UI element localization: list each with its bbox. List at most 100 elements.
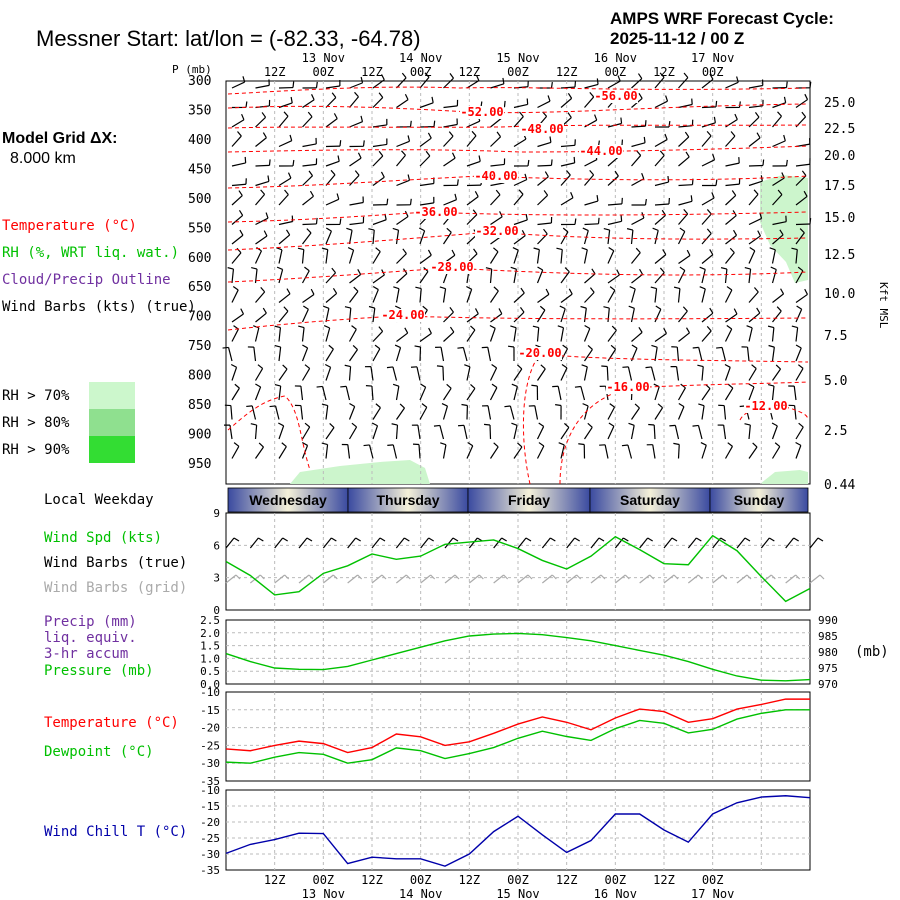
wind-barb <box>325 288 338 303</box>
wind-barb <box>301 305 309 323</box>
legend-local-weekday: Local Weekday <box>44 492 154 508</box>
wind-barb <box>231 229 244 245</box>
wind-barb <box>725 247 735 264</box>
wind-barb <box>443 326 455 342</box>
legend-precip-accum: 3-hr accum <box>44 646 128 662</box>
pressure-tick: 400 <box>188 133 211 148</box>
wind-barb <box>607 247 615 264</box>
wind-barb <box>490 77 505 89</box>
wind-barb <box>372 138 388 148</box>
height-tick: 2.5 <box>824 424 847 439</box>
wind-barb <box>418 227 426 245</box>
y-tick-label: 3 <box>213 572 220 585</box>
y-tick-label: -15 <box>200 704 220 717</box>
wind-barb <box>255 175 270 187</box>
y-tick-label: -15 <box>200 800 220 813</box>
pressure-tick: 750 <box>188 339 211 354</box>
height-tick: 25.0 <box>824 96 855 111</box>
y-tick-label: -25 <box>200 832 220 845</box>
wind-barb <box>250 423 258 440</box>
wind-barb <box>725 210 737 225</box>
wind-barb <box>443 118 458 128</box>
wind-barb <box>464 364 471 381</box>
wind-barb <box>340 385 351 401</box>
wind-barb <box>325 140 342 148</box>
contour-label: -16.00 <box>606 380 649 394</box>
wind-barb <box>325 113 338 128</box>
y-tick-label: 0.5 <box>200 665 220 678</box>
wind-barb <box>560 156 576 167</box>
wind-barb <box>278 215 294 226</box>
wind-barb <box>692 424 703 440</box>
wind-barb <box>231 442 240 459</box>
contour-label: -52.00 <box>460 105 503 119</box>
wind-barb <box>607 344 617 362</box>
wind-barb <box>466 74 480 89</box>
wind-barb <box>772 81 788 89</box>
wind-barb <box>701 192 715 206</box>
height-tick: 5.0 <box>824 374 847 389</box>
wind-barb <box>678 327 691 342</box>
wind-barb <box>461 403 468 420</box>
series-line-pressure-mb- <box>225 632 811 682</box>
wind-barb <box>528 405 539 420</box>
y2-tick-label: 975 <box>818 662 838 675</box>
y-tick-label: -20 <box>200 816 220 829</box>
wind-barb <box>701 130 712 147</box>
date-tick-label: 16 Nov <box>594 887 637 900</box>
wind-barb <box>443 152 456 167</box>
wind-barb <box>541 537 556 549</box>
wind-barb <box>325 218 342 226</box>
series-line-wind-chill-t-c- <box>225 795 811 867</box>
wind-barb <box>654 120 671 128</box>
wind-barb <box>504 405 515 420</box>
wind-barb <box>701 326 712 342</box>
pressure-axis-title: P (mb) <box>172 63 212 76</box>
weekday-cell <box>589 487 711 513</box>
wind-barb <box>772 189 783 206</box>
wind-barb <box>772 288 785 303</box>
wind-barb <box>560 81 577 89</box>
wind-barb <box>443 99 459 109</box>
wind-barb <box>746 325 753 342</box>
wind-barb <box>255 132 267 147</box>
wind-barb <box>725 101 741 109</box>
wind-barb <box>607 197 623 206</box>
time-tick-label: 00Z <box>507 873 529 887</box>
wind-barb <box>302 170 314 186</box>
wind-barb <box>772 229 784 245</box>
wind-barb <box>748 189 759 206</box>
wind-barb <box>443 179 459 187</box>
wind-barb <box>372 150 384 167</box>
wind-barb <box>513 98 529 109</box>
wind-barb <box>677 266 686 284</box>
wind-barb <box>278 172 292 187</box>
wind-barb <box>581 364 588 381</box>
height-tick: 15.0 <box>824 211 855 226</box>
legend-wind-speed: Wind Spd (kts) <box>44 530 162 546</box>
wind-barb <box>255 286 266 303</box>
wind-barb <box>419 150 431 167</box>
time-tick-label: 00Z <box>410 873 432 887</box>
wind-barb <box>654 150 665 167</box>
wind-barb <box>396 198 412 206</box>
y-tick-label: -30 <box>200 757 220 770</box>
wind-barb <box>537 190 549 206</box>
wind-barb <box>795 93 809 108</box>
y-tick-label: -35 <box>200 864 220 877</box>
wind-barb <box>513 364 523 381</box>
wind-barb <box>631 326 643 342</box>
wind-barb <box>349 91 359 108</box>
wind-barb <box>227 267 235 284</box>
wind-barb <box>231 113 245 128</box>
wind-barb <box>648 423 656 440</box>
wind-barb <box>396 93 409 108</box>
wind-barb <box>631 150 642 167</box>
wind-barb <box>349 140 365 148</box>
wind-barb-grid <box>298 574 314 584</box>
height-tick: 12.5 <box>824 248 855 263</box>
legend-wind-barbs-grid: Wind Barbs (grid) <box>44 580 187 596</box>
y-tick-label: 9 <box>213 507 220 520</box>
wind-barb <box>654 305 662 323</box>
wind-barb <box>651 344 658 362</box>
